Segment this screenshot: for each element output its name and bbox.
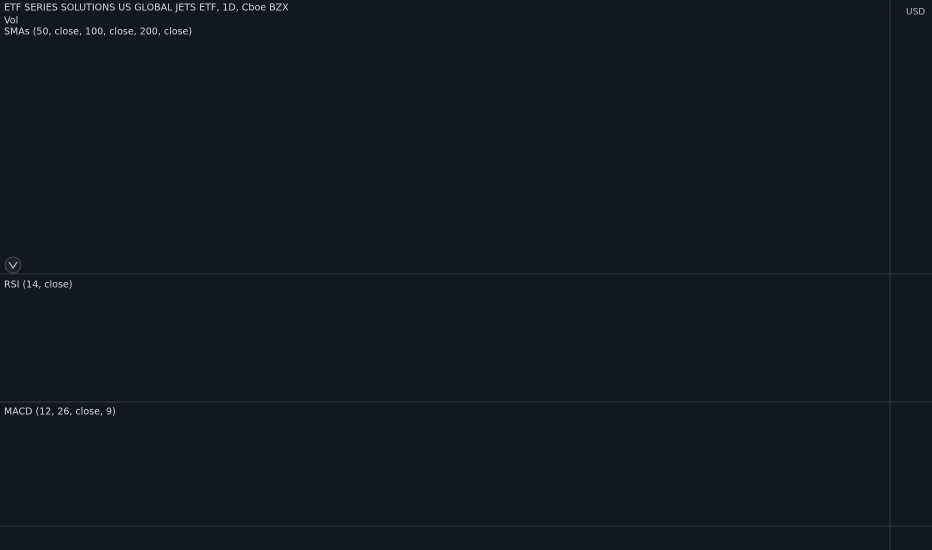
visibility-button[interactable]: [4, 256, 22, 274]
volume-title: Vol: [4, 16, 18, 27]
button-circle[interactable]: [4, 256, 22, 274]
macd-title: MACD (12, 26, close, 9): [4, 407, 116, 418]
symbol-title: ETF SERIES SOLUTIONS US GLOBAL JETS ETF,…: [4, 3, 289, 14]
currency: USD: [906, 8, 925, 18]
sma-title: SMAs (50, close, 100, close, 200, close): [4, 27, 192, 38]
button-icon[interactable]: [8, 261, 18, 270]
rsi-title: RSI (14, close): [4, 280, 72, 291]
